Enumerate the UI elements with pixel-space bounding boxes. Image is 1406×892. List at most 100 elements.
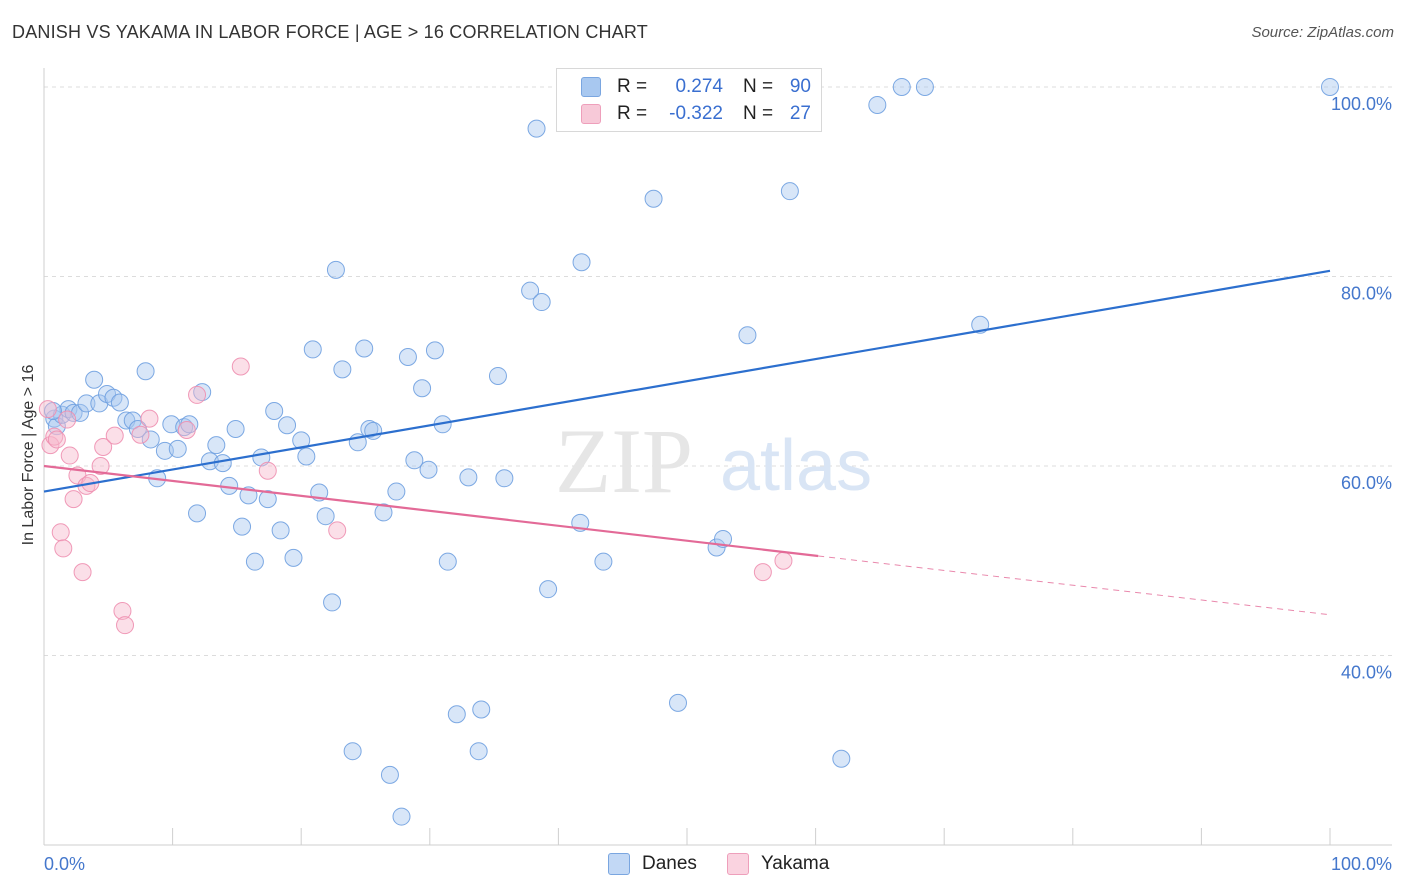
danes-point[interactable] (438, 552, 457, 571)
danes-point[interactable] (915, 77, 934, 96)
yakama-point[interactable] (47, 430, 66, 449)
yakama-point[interactable] (188, 385, 207, 404)
legend-item-danes[interactable]: Danes (608, 852, 697, 876)
danes-point[interactable] (226, 420, 245, 439)
danes-point[interactable] (355, 339, 374, 358)
yakama-point[interactable] (45, 427, 64, 446)
danes-point[interactable] (64, 403, 83, 422)
legend-item-yakama[interactable]: Yakama (727, 852, 829, 876)
yakama-point[interactable] (116, 616, 135, 635)
danes-point[interactable] (233, 517, 252, 536)
yakama-point[interactable] (258, 461, 277, 480)
danes-point[interactable] (405, 451, 424, 470)
danes-point[interactable] (278, 416, 297, 435)
danes-point[interactable] (738, 326, 757, 345)
yakama-point[interactable] (94, 438, 113, 457)
danes-point[interactable] (521, 281, 540, 300)
yakama-point[interactable] (231, 357, 250, 376)
danes-point[interactable] (207, 436, 226, 455)
danes-point[interactable] (644, 189, 663, 208)
danes-point[interactable] (668, 693, 687, 712)
yakama-point[interactable] (774, 551, 793, 570)
danes-point[interactable] (425, 341, 444, 360)
danes-point[interactable] (47, 417, 66, 436)
series-danes (44, 77, 1339, 826)
danes-point[interactable] (343, 742, 362, 761)
danes-point[interactable] (168, 439, 187, 458)
danes-point[interactable] (326, 260, 345, 279)
danes-point[interactable] (258, 490, 277, 509)
danes-point[interactable] (193, 383, 212, 402)
danes-point[interactable] (284, 548, 303, 567)
y-tick-label: 40.0% (1341, 662, 1392, 682)
yakama-point[interactable] (113, 601, 132, 620)
danes-point[interactable] (213, 454, 232, 473)
danes-point[interactable] (532, 293, 551, 312)
danes-point[interactable] (1321, 77, 1339, 96)
yakama-point[interactable] (140, 409, 159, 428)
y-tick-label: 80.0% (1341, 283, 1392, 303)
danes-point[interactable] (892, 77, 911, 96)
legend-row-yakama: R = -0.322 N = 27 (581, 101, 811, 127)
danes-point[interactable] (527, 119, 546, 138)
danes-point[interactable] (387, 482, 406, 501)
danes-point[interactable] (472, 700, 491, 719)
danes-point[interactable] (539, 580, 558, 599)
source-label: Source: ZipAtlas.com (1251, 24, 1394, 41)
yakama-point[interactable] (64, 490, 83, 509)
danes-point[interactable] (714, 529, 733, 548)
danes-point[interactable] (136, 362, 155, 381)
yakama-point[interactable] (54, 539, 73, 558)
yakama-point[interactable] (105, 426, 124, 445)
danes-point[interactable] (110, 393, 129, 412)
danes-point[interactable] (188, 504, 207, 523)
yakama-point[interactable] (91, 456, 110, 475)
danes-point[interactable] (469, 742, 488, 761)
danes-point[interactable] (104, 388, 123, 407)
danes-point[interactable] (323, 593, 342, 612)
chart-title: DANISH VS YAKAMA IN LABOR FORCE | AGE > … (12, 22, 649, 42)
danes-point[interactable] (495, 469, 514, 488)
danes-point[interactable] (392, 807, 411, 826)
yakama-point[interactable] (753, 563, 772, 582)
r-label: R = (617, 76, 648, 97)
yakama-legend-label: Yakama (761, 853, 830, 874)
danes-point[interactable] (245, 552, 264, 571)
yakama-legend-swatch (727, 853, 749, 875)
danes-point[interactable] (594, 552, 613, 571)
danes-point[interactable] (447, 705, 466, 724)
danes-point[interactable] (292, 431, 311, 450)
danes-point[interactable] (265, 402, 284, 421)
danes-point[interactable] (374, 503, 393, 522)
danes-point[interactable] (572, 253, 591, 272)
yakama-point[interactable] (131, 425, 150, 444)
yakama-point[interactable] (177, 420, 196, 439)
yakama-point[interactable] (328, 521, 347, 540)
danes-point[interactable] (398, 348, 417, 367)
danes-point[interactable] (297, 447, 316, 466)
danes-point[interactable] (459, 468, 478, 487)
danes-point[interactable] (780, 182, 799, 201)
watermark-zip: ZIP (555, 410, 693, 512)
yakama-point[interactable] (73, 563, 92, 582)
yakama-point[interactable] (60, 446, 79, 465)
danes-point[interactable] (141, 430, 160, 449)
danes-point[interactable] (175, 418, 194, 437)
danes-point[interactable] (303, 340, 322, 359)
danes-point[interactable] (488, 366, 507, 385)
danes-point[interactable] (85, 370, 104, 389)
danes-point[interactable] (413, 379, 432, 398)
danes-point[interactable] (419, 460, 438, 479)
yakama-point[interactable] (58, 410, 77, 429)
danes-point[interactable] (316, 507, 335, 526)
yakama-point[interactable] (51, 523, 70, 542)
danes-point[interactable] (380, 765, 399, 784)
y-axis-title: In Labor Force | Age > 16 (20, 365, 37, 546)
danes-point[interactable] (832, 749, 851, 768)
danes-point[interactable] (333, 360, 352, 379)
yakama-point[interactable] (38, 400, 57, 419)
danes-point[interactable] (77, 394, 96, 413)
danes-point[interactable] (868, 95, 887, 114)
danes-point[interactable] (271, 521, 290, 540)
